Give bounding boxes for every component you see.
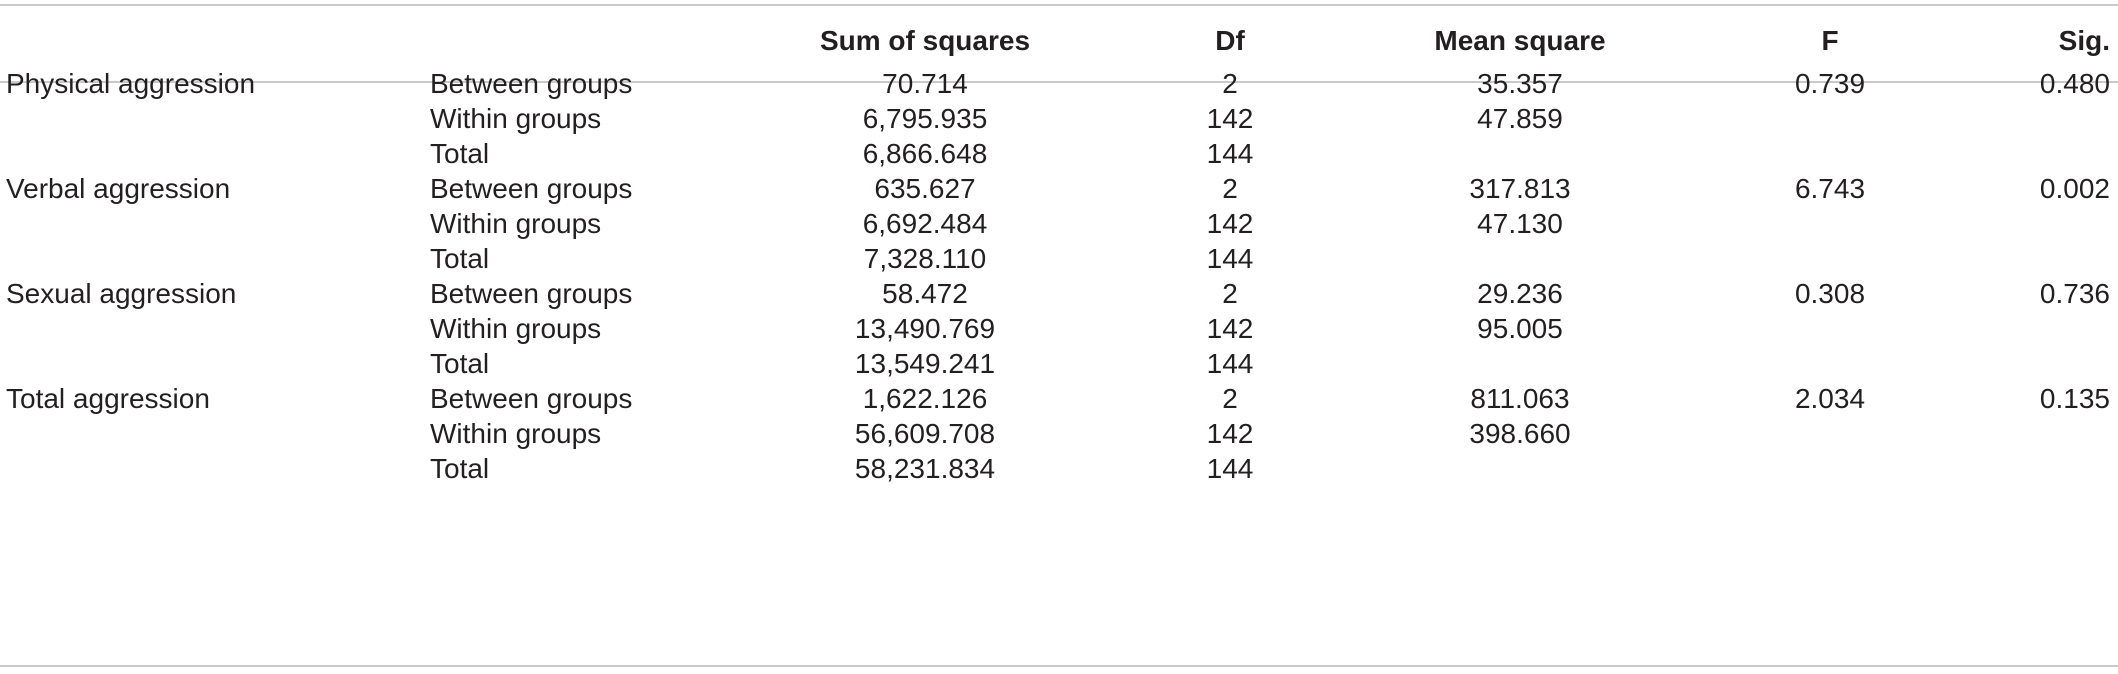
cell-mean-square: 317.813 — [1469, 173, 1571, 204]
cell-source: Within groups — [430, 313, 602, 344]
cell-sig: 0.480 — [2039, 68, 2110, 99]
cell-sum-of-squares: 58.472 — [882, 278, 968, 309]
cell-df: 142 — [1206, 103, 1254, 134]
cell-sum-of-squares: 58,231.834 — [854, 453, 996, 484]
cell-sum-of-squares: 7,328.110 — [863, 243, 987, 274]
cell-measure: Verbal aggression — [6, 173, 231, 204]
cell-f — [1720, 445, 1940, 492]
cell-measure: Sexual aggression — [6, 278, 237, 309]
table-header-row: Sum of squares Df Mean square F Sig. — [0, 17, 2118, 64]
cell-sig — [1950, 445, 2110, 492]
cell-df: 144 — [1206, 453, 1254, 484]
table-row: Total 58,231.834 144 — [0, 445, 2118, 492]
cell-source: Total — [430, 138, 490, 169]
cell-mean-square: 95.005 — [1477, 313, 1563, 344]
cell-sum-of-squares: 6,692.484 — [862, 208, 988, 239]
cell-df: 2 — [1222, 383, 1238, 414]
header-mean-square: Mean square — [1434, 25, 1606, 56]
cell-sig: 0.002 — [2039, 173, 2110, 204]
cell-sum-of-squares: 1,622.126 — [862, 383, 988, 414]
cell-mean-square: 29.236 — [1477, 278, 1563, 309]
cell-mean-square: 811.063 — [1470, 383, 1570, 414]
cell-df: 144 — [1206, 243, 1254, 274]
cell-sum-of-squares: 6,795.935 — [862, 103, 988, 134]
cell-sum-of-squares: 13,490.769 — [854, 313, 996, 344]
cell-mean-square: 47.130 — [1477, 208, 1563, 239]
cell-source: Within groups — [430, 418, 602, 449]
cell-measure: Physical aggression — [6, 68, 256, 99]
cell-source: Within groups — [430, 103, 602, 134]
table-row: Total 6,866.648 144 — [0, 130, 2118, 177]
cell-measure: Total aggression — [6, 383, 210, 414]
cell-sig: 0.135 — [2039, 383, 2110, 414]
cell-df: 144 — [1206, 348, 1254, 379]
header-f: F — [1821, 25, 1839, 56]
header-sig: Sig. — [2058, 25, 2110, 56]
cell-source: Total — [430, 348, 490, 379]
table-header-rule — [0, 81, 2118, 83]
table-row: Verbal aggression Between groups 635.627 2 3… — [0, 165, 2118, 212]
cell-source: Total — [430, 243, 490, 274]
cell-f: 2.034 — [1794, 383, 1866, 414]
cell-f: 6.743 — [1794, 173, 1866, 204]
cell-sig: 0.736 — [2039, 278, 2110, 309]
cell-mean-square: 398.660 — [1469, 418, 1571, 449]
cell-f: 0.739 — [1794, 68, 1866, 99]
cell-df: 142 — [1206, 208, 1254, 239]
table-row: Total 13,549.241 144 — [0, 340, 2118, 387]
cell-sum-of-squares: 56,609.708 — [854, 418, 996, 449]
cell-df: 2 — [1222, 68, 1238, 99]
cell-sum-of-squares: 635.627 — [874, 173, 976, 204]
cell-source: Between groups — [430, 68, 633, 99]
cell-mean-square — [1340, 445, 1700, 492]
table-row: Sexual aggression Between groups 58.472 2 29… — [0, 270, 2118, 317]
table-row: Within groups 6,692.484 142 47.130 — [0, 200, 2118, 247]
table-row: Within groups 13,490.769 142 95.005 — [0, 305, 2118, 352]
header-sum-of-squares: Sum of squares — [819, 25, 1031, 56]
table-row: Within groups 56,609.708 142 398.660 — [0, 410, 2118, 457]
table-row: Physical aggression Between groups 70.714 2… — [0, 60, 2118, 107]
cell-f: 0.308 — [1794, 278, 1866, 309]
table-row: Total aggression Between groups 1,622.126 2… — [0, 375, 2118, 422]
cell-sum-of-squares: 6,866.648 — [862, 138, 988, 169]
cell-sum-of-squares: 13,549.241 — [854, 348, 996, 379]
table-row: Total 7,328.110 144 — [0, 235, 2118, 282]
cell-mean-square: 47.859 — [1477, 103, 1563, 134]
cell-df: 142 — [1206, 313, 1254, 344]
cell-df: 144 — [1206, 138, 1254, 169]
cell-source: Total — [430, 453, 490, 484]
cell-df: 142 — [1206, 418, 1254, 449]
header-df: Df — [1215, 25, 1245, 56]
table-top-rule — [0, 4, 2118, 6]
cell-source: Between groups — [430, 278, 633, 309]
table-row: Within groups 6,795.935 142 47.859 — [0, 95, 2118, 142]
table-bottom-rule — [0, 665, 2118, 667]
cell-df: 2 — [1222, 278, 1238, 309]
cell-source: Between groups — [430, 383, 633, 414]
cell-source: Between groups — [430, 173, 633, 204]
cell-df: 2 — [1222, 173, 1238, 204]
cell-mean-square: 35.357 — [1477, 68, 1563, 99]
cell-sum-of-squares: 70.714 — [882, 68, 968, 99]
cell-source: Within groups — [430, 208, 602, 239]
